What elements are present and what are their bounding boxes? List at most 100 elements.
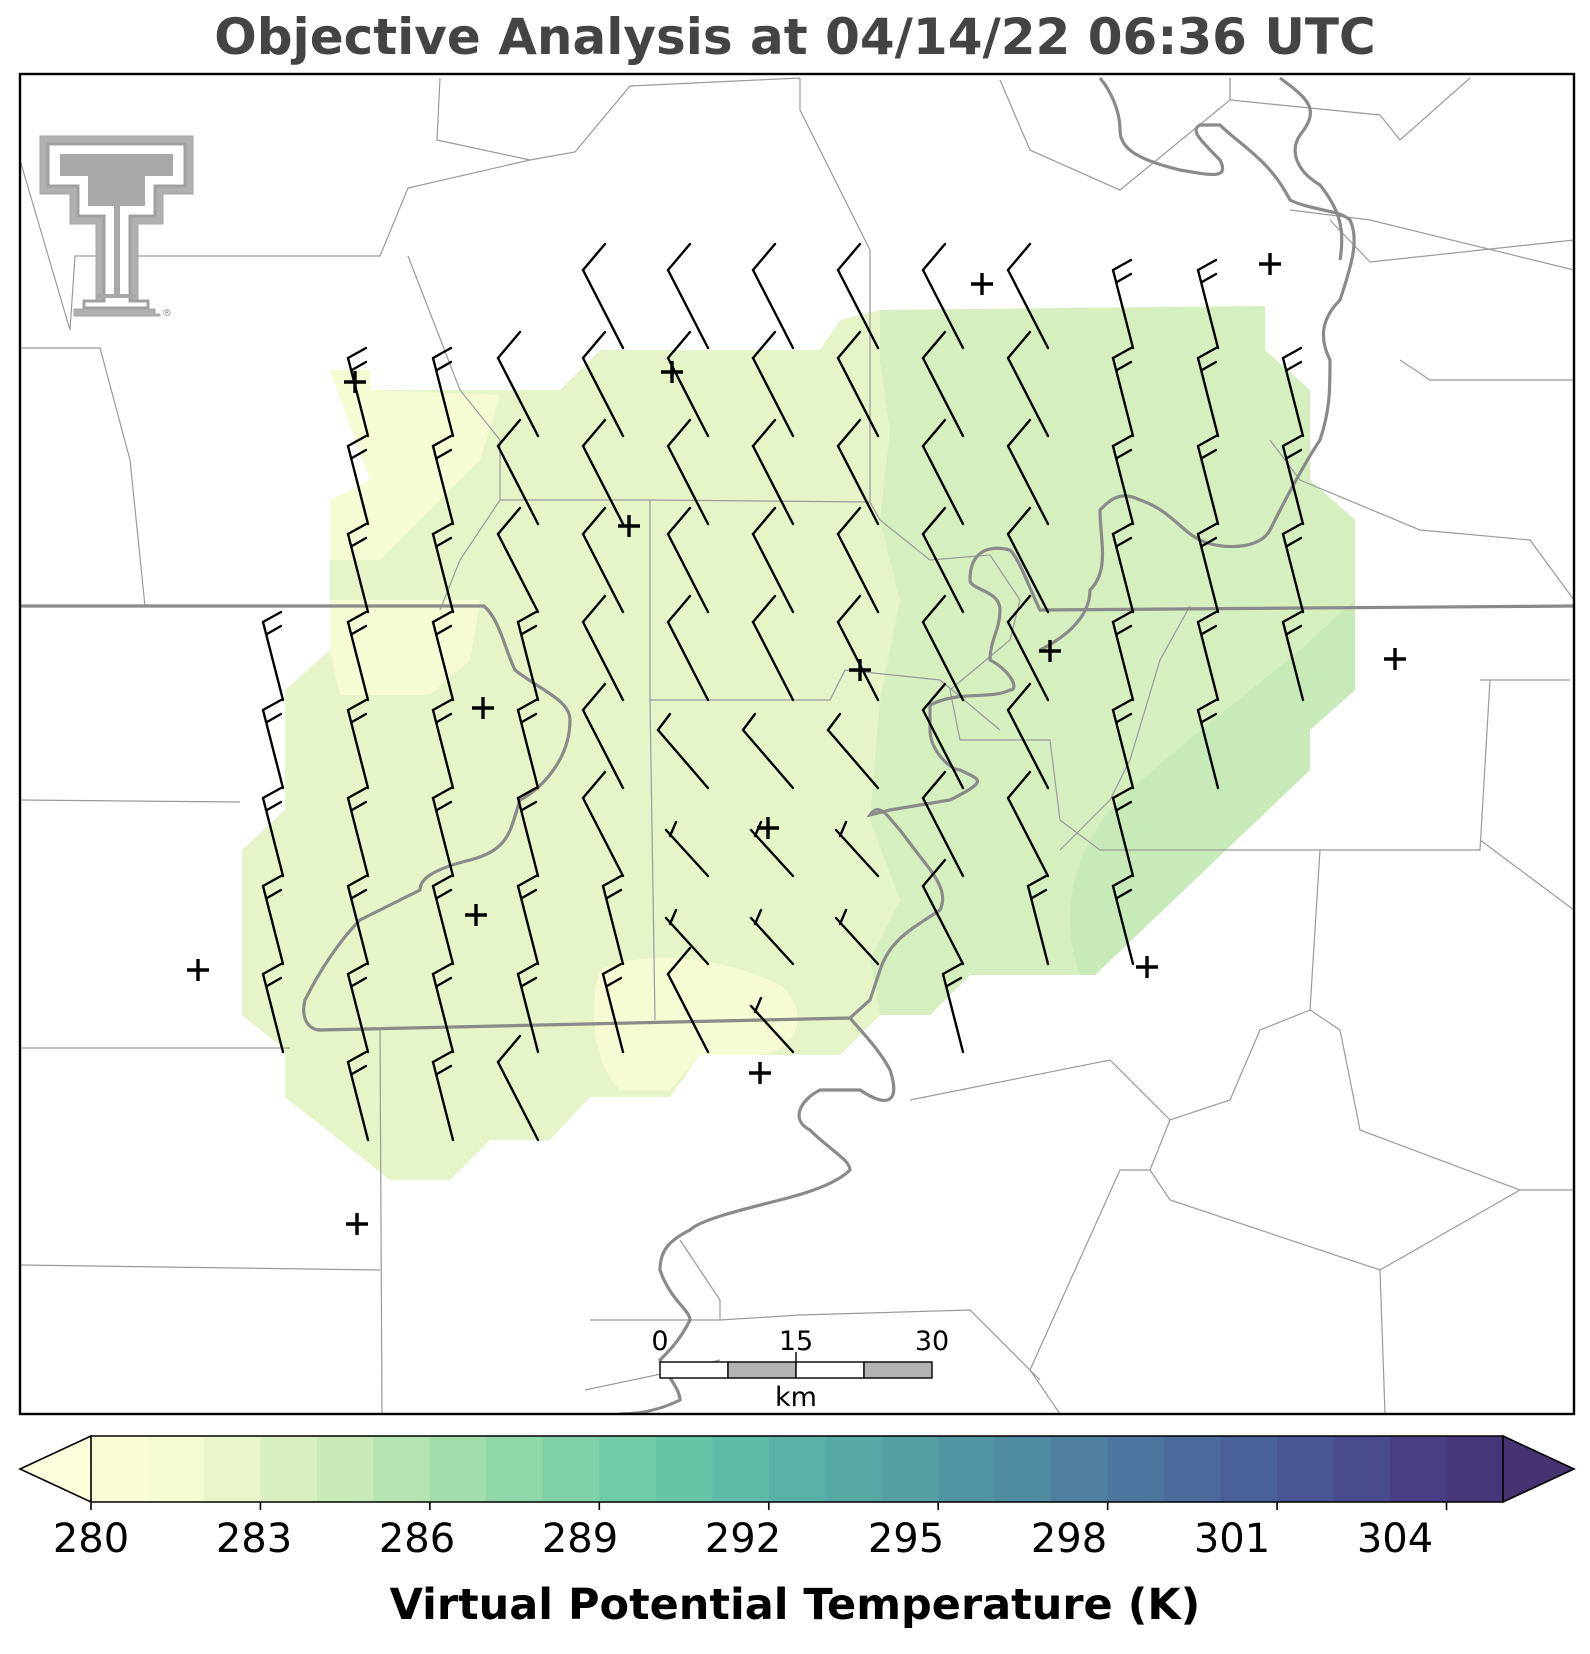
station-marker <box>971 273 993 295</box>
wind-barb <box>581 242 625 350</box>
wind-barb <box>1006 242 1050 350</box>
station-marker <box>1136 956 1158 978</box>
scale-label-0: 0 <box>651 1326 668 1357</box>
station-marker <box>465 904 487 926</box>
wind-barb <box>666 506 710 614</box>
station-marker <box>618 515 640 537</box>
county-line <box>799 78 871 310</box>
colorbar-bin <box>429 1436 487 1502</box>
scale-label-15: 15 <box>779 1326 813 1357</box>
county-line <box>1059 605 1191 851</box>
wind-barb <box>836 594 880 702</box>
station-marker <box>344 371 366 393</box>
wind-barb <box>921 770 965 878</box>
wind-barb <box>581 418 625 526</box>
wind-barb <box>1006 506 1050 614</box>
colorbar-bin <box>316 1436 374 1502</box>
colorbar-bin <box>1277 1436 1335 1502</box>
colorbar <box>18 1434 1576 1510</box>
wind-barb <box>581 506 625 614</box>
scale-segment-4 <box>863 1361 933 1379</box>
colorbar-bin <box>768 1436 826 1502</box>
wind-barb <box>751 506 795 614</box>
county-line <box>407 255 871 503</box>
wind-barb <box>1111 610 1135 702</box>
colorbar-bin <box>599 1436 657 1502</box>
colorbar-bin <box>260 1436 318 1502</box>
colorbar-extend-low <box>18 1434 92 1504</box>
wind-barb <box>516 874 540 966</box>
wind-barb <box>664 820 710 878</box>
wind-barb <box>666 594 710 702</box>
wind-barb <box>836 242 880 350</box>
wind-barb <box>1111 786 1135 878</box>
colorbar-bin <box>712 1436 770 1502</box>
wind-barb <box>1281 434 1305 526</box>
colorbar-bin <box>1051 1436 1109 1502</box>
colorbar-bin <box>542 1436 600 1502</box>
wind-barb <box>581 330 625 438</box>
wind-barb <box>1006 594 1050 702</box>
state-line <box>20 546 1574 1032</box>
wind-barb <box>1006 770 1050 878</box>
wind-barb <box>1026 874 1050 966</box>
county-line <box>20 77 801 331</box>
wind-barb <box>656 712 710 790</box>
colorbar-tick-label: 283 <box>216 1516 292 1562</box>
station-marker <box>849 659 871 681</box>
station-marker <box>1384 648 1406 670</box>
scale-unit: km <box>775 1382 817 1413</box>
wind-barb <box>581 770 625 878</box>
wind-barb <box>1196 434 1220 526</box>
wind-barb <box>921 242 965 350</box>
scale-bar: 0 15 30 km <box>651 1326 949 1413</box>
colorbar-bin <box>938 1436 996 1502</box>
field-region-darker <box>1070 600 1355 975</box>
wind-barbs <box>261 242 1305 1142</box>
wind-barb <box>496 418 540 526</box>
wind-barb <box>941 962 965 1054</box>
wind-barb <box>346 346 370 438</box>
wind-barb <box>1006 682 1050 790</box>
colorbar-extend-high <box>1502 1434 1576 1504</box>
wind-barb <box>431 698 455 790</box>
wind-barb <box>516 962 540 1054</box>
wind-barb <box>346 698 370 790</box>
wind-barb <box>496 1034 540 1142</box>
river-line <box>1279 76 1344 261</box>
field-region-light <box>330 370 500 560</box>
wind-barb <box>666 946 710 1054</box>
wind-barb <box>516 610 540 702</box>
wind-barb <box>664 908 710 966</box>
county-line <box>20 1264 381 1271</box>
colorbar-bin <box>373 1436 431 1502</box>
wind-barb <box>346 962 370 1054</box>
colorbar-bin <box>203 1436 262 1502</box>
colorbar-bin <box>91 1436 149 1502</box>
colorbar-bin <box>1220 1436 1278 1502</box>
registered-mark: ® <box>162 308 172 319</box>
station-marker <box>472 697 494 719</box>
colorbar-tick-label: 301 <box>1194 1516 1270 1562</box>
county-line <box>719 1309 1041 1381</box>
wind-barb <box>749 996 795 1054</box>
wind-barb <box>1111 346 1135 438</box>
double-t-logo: ® <box>39 135 194 319</box>
county-line <box>1329 219 1574 263</box>
wind-barb <box>1281 346 1305 438</box>
colorbar-bin <box>1164 1436 1222 1502</box>
wind-barb <box>1281 610 1305 702</box>
wind-barb <box>751 418 795 526</box>
wind-barb <box>431 610 455 702</box>
wind-barb <box>496 330 540 438</box>
wind-barb <box>496 506 540 614</box>
colorbar-bin <box>655 1436 713 1502</box>
wind-barb <box>741 712 795 790</box>
wind-barb <box>346 610 370 702</box>
wind-barb <box>836 418 880 526</box>
wind-barb <box>836 330 880 438</box>
scale-segment-2 <box>727 1361 797 1379</box>
wind-barb <box>581 682 625 790</box>
wind-barb <box>1281 522 1305 614</box>
